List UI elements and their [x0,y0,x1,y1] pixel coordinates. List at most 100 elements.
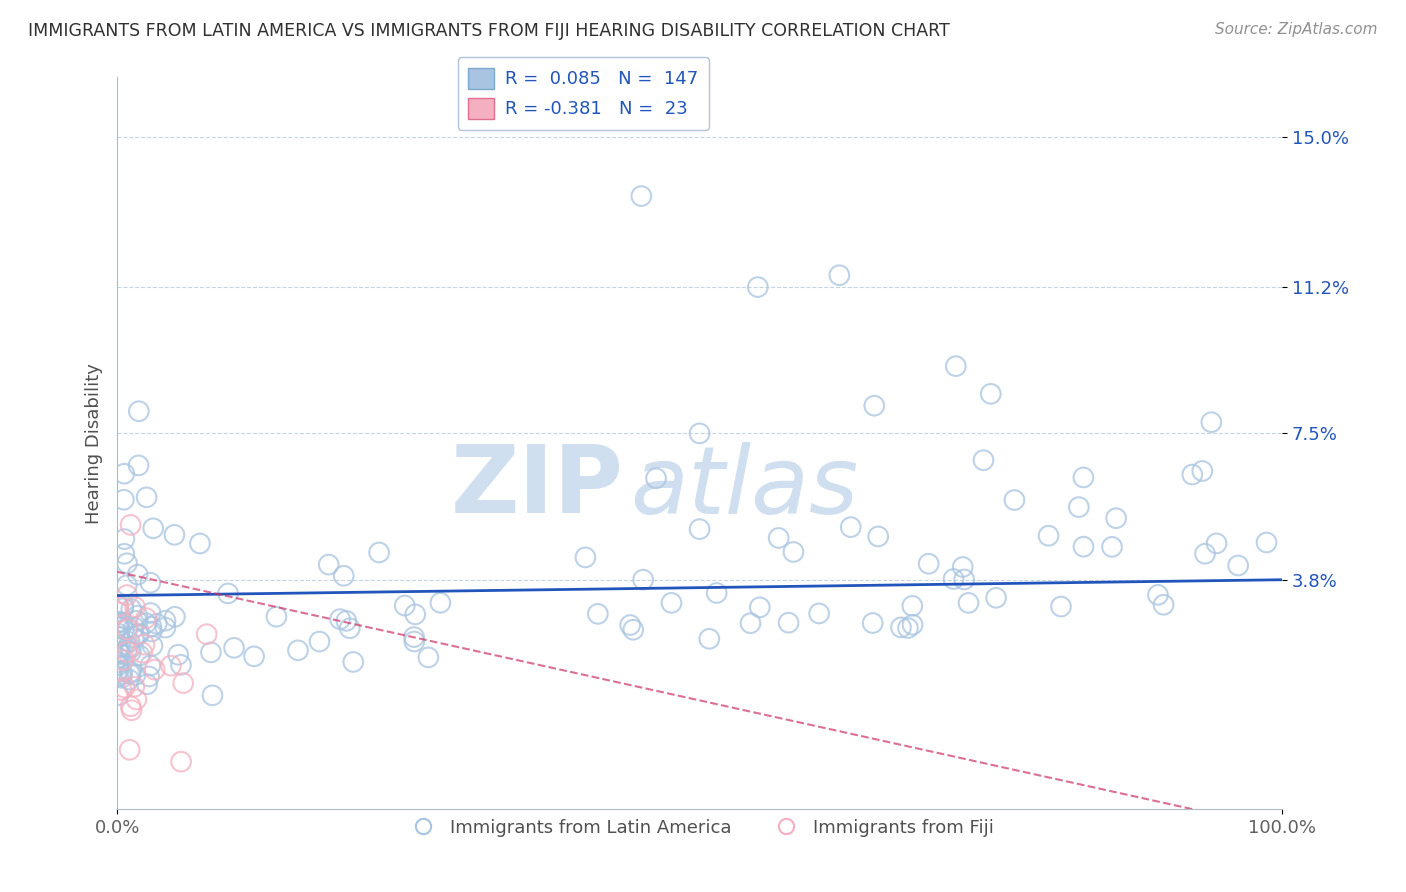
Point [1067,500,1090,514]
Point [118,673,141,687]
Point [839,520,862,534]
Point [135,491,157,505]
Point [768,531,790,545]
Point [808,607,831,621]
Point [287,643,309,657]
Point [115,645,138,659]
Point [697,632,720,646]
Point [124,668,146,682]
Point [980,387,1002,401]
Point [118,666,141,681]
Point [108,647,131,661]
Point [112,467,135,481]
Point [139,658,162,673]
Point [952,560,974,574]
Point [201,689,224,703]
Point [107,620,129,634]
Point [107,615,129,629]
Point [124,600,146,615]
Point [114,681,136,695]
Point [120,517,142,532]
Point [112,532,135,546]
Point [170,657,193,672]
Point [890,620,912,634]
Point [107,645,129,659]
Point [107,655,129,669]
Point [117,640,139,655]
Point [630,189,652,203]
Point [160,658,183,673]
Point [139,575,162,590]
Point [342,655,364,669]
Point [1105,511,1128,525]
Point [108,645,131,659]
Legend: Immigrants from Latin America, Immigrants from Fiji: Immigrants from Latin America, Immigrant… [398,812,1001,844]
Point [942,572,965,586]
Point [1256,535,1278,549]
Point [945,359,967,373]
Point [115,578,138,592]
Point [107,640,129,655]
Point [163,610,186,624]
Point [862,615,884,630]
Point [155,621,177,635]
Point [108,646,131,660]
Point [782,545,804,559]
Point [868,529,890,543]
Point [107,688,129,702]
Point [631,573,654,587]
Point [984,591,1007,605]
Point [332,569,354,583]
Point [135,616,157,631]
Point [127,567,149,582]
Point [953,573,976,587]
Point [108,630,131,644]
Text: Source: ZipAtlas.com: Source: ZipAtlas.com [1215,22,1378,37]
Point [308,634,330,648]
Point [1147,588,1170,602]
Point [135,611,157,625]
Point [115,588,138,602]
Point [1073,540,1095,554]
Point [1153,598,1175,612]
Point [107,630,129,644]
Point [115,623,138,637]
Point [1191,464,1213,478]
Point [1227,558,1250,573]
Point [141,639,163,653]
Point [404,607,426,622]
Point [107,599,129,613]
Point [1181,467,1204,482]
Point [740,616,762,631]
Point [167,648,190,662]
Point [115,556,138,570]
Point [107,606,129,620]
Point [163,528,186,542]
Point [122,620,145,634]
Point [339,621,361,635]
Point [125,692,148,706]
Point [957,596,980,610]
Point [112,601,135,615]
Point [402,630,425,644]
Point [429,596,451,610]
Text: atlas: atlas [630,442,858,533]
Point [107,599,129,614]
Point [145,616,167,631]
Point [394,599,416,613]
Point [217,586,239,600]
Point [1004,493,1026,508]
Point [112,599,135,613]
Point [125,614,148,628]
Point [124,680,146,694]
Point [863,399,886,413]
Point [1201,415,1223,429]
Point [110,665,132,679]
Point [120,640,142,655]
Point [139,606,162,620]
Point [335,614,357,628]
Point [404,634,426,648]
Point [901,599,924,613]
Point [1194,547,1216,561]
Point [645,471,668,485]
